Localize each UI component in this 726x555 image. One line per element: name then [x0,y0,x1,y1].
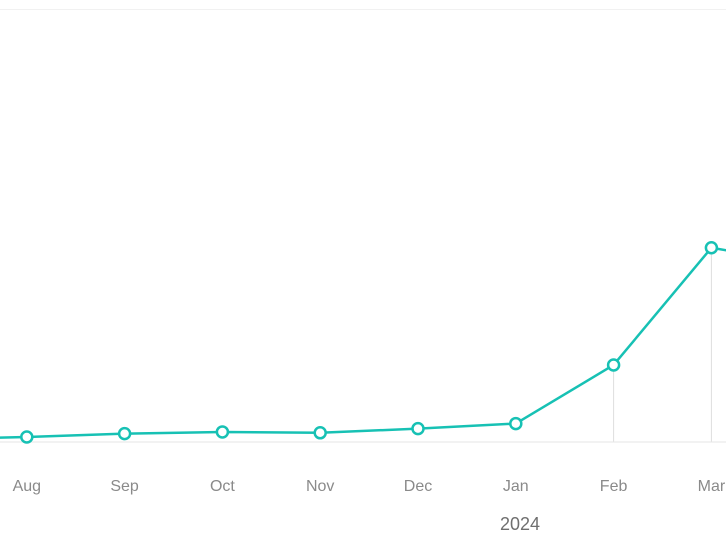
x-tick-label: Dec [404,478,432,495]
series-line [0,246,726,439]
series-group [0,241,726,444]
data-point[interactable] [509,416,523,431]
x-tick-label: Aug [13,478,41,495]
x-axis-ticks: Aug Sep Oct Nov Dec Jan Feb Mar [13,478,726,495]
drop-lines [613,247,712,442]
data-point[interactable] [606,358,621,372]
x-tick-label: Mar [698,478,726,495]
data-point[interactable] [411,421,425,436]
data-point[interactable] [117,426,132,441]
x-tick-label: Jan [503,478,529,495]
x-tick-label: Feb [600,478,628,495]
data-point[interactable] [704,241,719,255]
x-tick-label: Sep [110,478,139,495]
data-point[interactable] [20,430,34,444]
x-axis-year-label: 2024 [500,514,540,534]
x-tick-label: Nov [306,478,334,495]
data-point[interactable] [313,426,327,440]
data-point[interactable] [215,425,230,439]
x-tick-label: Oct [210,478,235,495]
